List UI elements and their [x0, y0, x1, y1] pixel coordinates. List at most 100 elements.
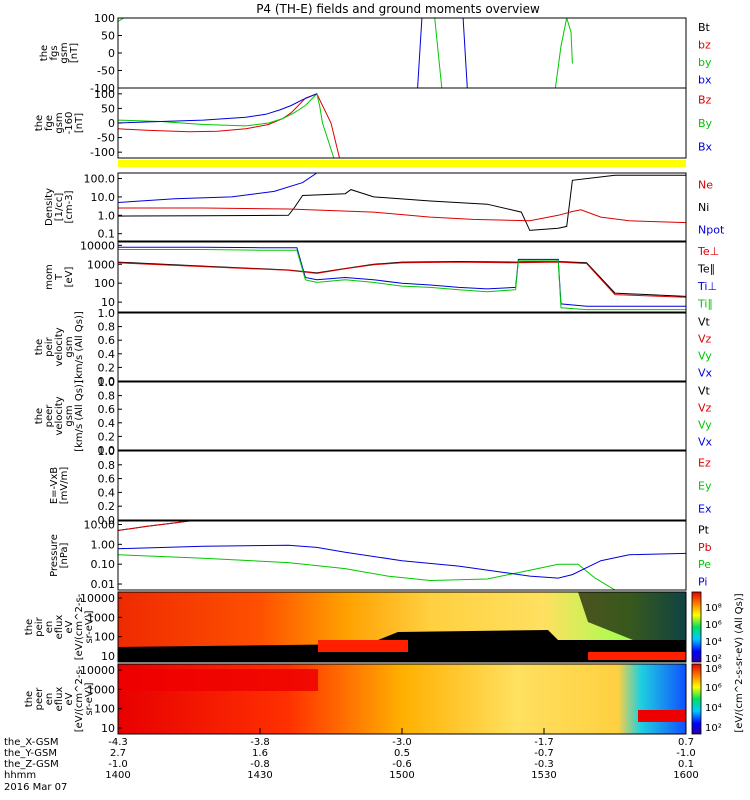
x-tick-label: -0.7 [534, 748, 554, 759]
y-axis-label: the [34, 408, 45, 424]
colorbar-tick: 10² [705, 723, 722, 734]
y-axis-label: sr-eV)] [84, 610, 95, 643]
colorbar-tick: 10⁸ [705, 603, 722, 614]
y-tick-label: 0.6 [98, 334, 116, 347]
legend-entry: Npot [698, 224, 725, 237]
legend-entry: bx [698, 73, 712, 86]
x-tick-label: -1.7 [534, 737, 554, 748]
colorbar-tick: 10² [705, 654, 722, 665]
y-tick-label: 0.4 [98, 348, 116, 361]
y-axis-label: eflux [54, 615, 65, 640]
x-tick-label: 2.7 [110, 748, 126, 759]
y-axis-label: [km/s (All Qs)] [74, 311, 85, 383]
legend-entry: Ne [698, 178, 713, 191]
series-line [118, 18, 573, 88]
series-line [118, 207, 686, 224]
y-tick-label: 0.0 [98, 514, 116, 527]
y-tick-label: 0.2 [98, 361, 116, 374]
legend-entry: Bx [698, 140, 713, 153]
legend-entry: Pe [698, 558, 711, 571]
x-tick-label: 1600 [673, 770, 698, 781]
panel-frame [117, 450, 687, 521]
x-axis-row-label: the_X-GSM [4, 737, 58, 748]
y-tick-label: -50 [97, 132, 115, 145]
y-axis-label: sr-eV)] [84, 682, 95, 715]
y-tick-label: 1.00 [91, 538, 116, 551]
colorbar: 10⁸ 10⁶ 10⁴ 10² 10⁸ 10⁶ 10⁴ 10² [eV/(cm^… [691, 591, 745, 735]
legend-entry: Pb [698, 541, 712, 554]
y-axis-label: eV [64, 692, 75, 705]
chart-title: P4 (TH-E) fields and ground moments over… [256, 2, 540, 16]
y-axis-label: Pressure [49, 534, 60, 577]
series-line [118, 249, 686, 311]
y-tick-label: 0.8 [98, 459, 116, 472]
y-axis-label: gsm [64, 405, 75, 426]
spectrogram-9 [118, 664, 686, 734]
y-axis-label: fgs [49, 45, 60, 60]
x-tick-label: -1.0 [108, 759, 128, 770]
series-line [118, 544, 686, 579]
colorbar-tick: 10⁴ [705, 637, 722, 648]
panel-frame [117, 87, 687, 159]
x-tick-label: -3.8 [250, 737, 270, 748]
x-tick-label: 1430 [247, 770, 272, 781]
panel-2: 100.0 10.0 1.0 0.1 Density [1/cc] [cm-3] Ne Ni Np… [44, 172, 725, 242]
panel-7: 10.00 1.00 0.10 0.01 Pressure [nPa] Pt Pb Pe Pi [49, 518, 712, 591]
y-axis-label: [km/s (All Qs)] [74, 380, 85, 452]
y-tick-label: 0 [108, 47, 115, 60]
y-axis-label: fge [44, 115, 55, 131]
y-axis-label: en [44, 693, 55, 706]
y-tick-label: 0.8 [98, 321, 116, 334]
panel-frame [117, 381, 687, 451]
y-tick-label: 50 [101, 30, 115, 43]
y-tick-label: 0.4 [98, 486, 116, 499]
x-axis-row-label: hhmm [4, 770, 36, 781]
y-tick-label: 0.0 [98, 444, 116, 457]
y-axis-label: [nT] [69, 43, 80, 63]
spectrogram-8 [118, 592, 686, 662]
y-tick-label: 0.6 [98, 403, 116, 416]
colorbar-tick: 10⁶ [705, 683, 722, 694]
y-axis-label: [mV/m] [59, 467, 70, 505]
y-axis-label: peir [34, 616, 45, 636]
series-line [118, 174, 686, 231]
spectrogram-patch [638, 710, 686, 722]
y-tick-label: 50 [101, 102, 115, 115]
x-tick-label: -1.0 [676, 748, 696, 759]
y-axis-label: the [24, 619, 35, 635]
y-axis-label: mom [44, 264, 55, 290]
y-axis-label: E=-VxB [49, 467, 60, 504]
spectrogram-noise-region [578, 592, 686, 642]
y-axis-label: en [44, 621, 55, 634]
y-tick-label: 100 [94, 631, 115, 644]
legend-entry: Vy [698, 350, 712, 363]
panel-frame [117, 520, 687, 591]
legend-entry: By [698, 117, 713, 130]
legend-entry: Ni [698, 201, 709, 214]
legend-entry: Vx [698, 367, 713, 380]
x-tick-label: 1530 [531, 770, 556, 781]
x-tick-label: 0.5 [394, 748, 410, 759]
y-axis-label: T [54, 273, 65, 281]
y-tick-label: 0.1 [98, 228, 116, 241]
colorbar-label: [eV/(cm^2-s-sr-eV) (All Qs)] [734, 593, 745, 732]
legend-entry: Ey [698, 480, 712, 493]
y-tick-label: 0.10 [91, 558, 116, 571]
colorbar-tick: 10⁴ [705, 703, 722, 714]
y-tick-label: 0.8 [98, 390, 116, 403]
y-tick-label: 0.4 [98, 417, 116, 430]
legend-entry: Ex [698, 503, 712, 516]
legend-entry: Bt [698, 21, 711, 34]
spectrogram-patch [318, 640, 408, 652]
spectrogram-patch [588, 652, 686, 660]
legend-entry: bz [698, 38, 711, 51]
y-tick-label: 100 [94, 703, 115, 716]
y-axis-label: eV [64, 620, 75, 633]
panel-frame [117, 591, 687, 663]
legend-entry: Vy [698, 419, 712, 432]
legend-entry: Ti⊥ [697, 280, 717, 293]
y-tick-label: 100.0 [84, 173, 116, 186]
